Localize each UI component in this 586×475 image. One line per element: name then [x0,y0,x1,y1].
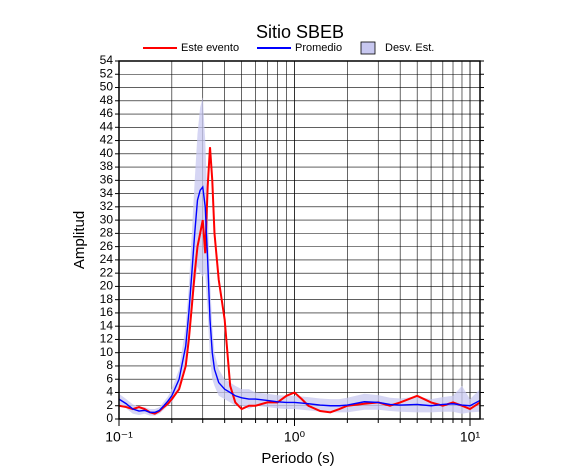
y-tick-label: 20 [100,279,114,293]
y-tick-label: 12 [100,332,114,346]
y-tick-label: 44 [100,119,114,133]
y-tick-label: 38 [100,159,114,173]
y-tick-label: 24 [100,252,114,266]
y-tick-label: 14 [100,318,114,332]
y-tick-label: 16 [100,305,114,319]
y-tick-label: 54 [100,53,114,67]
plot-frame [118,60,481,420]
y-tick-label: 4 [106,385,113,399]
y-tick-label: 22 [100,265,114,279]
y-tick-label: 48 [100,93,114,107]
x-axis-label: Periodo (s) [261,450,334,467]
y-tick-label: 46 [100,106,114,120]
x-tick-label: 10⁰ [284,429,306,445]
y-tick-label: 42 [100,133,114,147]
x-tick-label: 10⁻¹ [105,429,133,445]
y-tick-label: 30 [100,212,114,226]
legend-label: Promedio [295,42,342,54]
y-tick-label: 0 [106,411,113,425]
legend-swatch [360,41,376,55]
y-tick-label: 50 [100,80,114,94]
y-tick-label: 32 [100,199,114,213]
y-tick-label: 26 [100,239,114,253]
std-band [119,97,480,416]
y-tick-label: 10 [100,345,114,359]
y-tick-label: 34 [100,186,114,200]
y-tick-label: 28 [100,226,114,240]
y-tick-label: 36 [100,173,114,187]
y-tick-label: 18 [100,292,114,306]
series-line [118,185,481,414]
legend-label: Este evento [181,42,239,54]
y-tick-label: 2 [106,398,113,412]
legend-label: Desv. Est. [385,42,434,54]
y-tick-label: 40 [100,146,114,160]
series-line [118,147,481,415]
y-tick-label: 8 [106,358,113,372]
y-axis-label: Amplitud [71,211,88,269]
x-tick-label: 10¹ [460,429,481,445]
y-tick-label: 52 [100,66,114,80]
chart-title: Sitio SBEB [256,22,344,42]
y-tick-label: 6 [106,371,113,385]
